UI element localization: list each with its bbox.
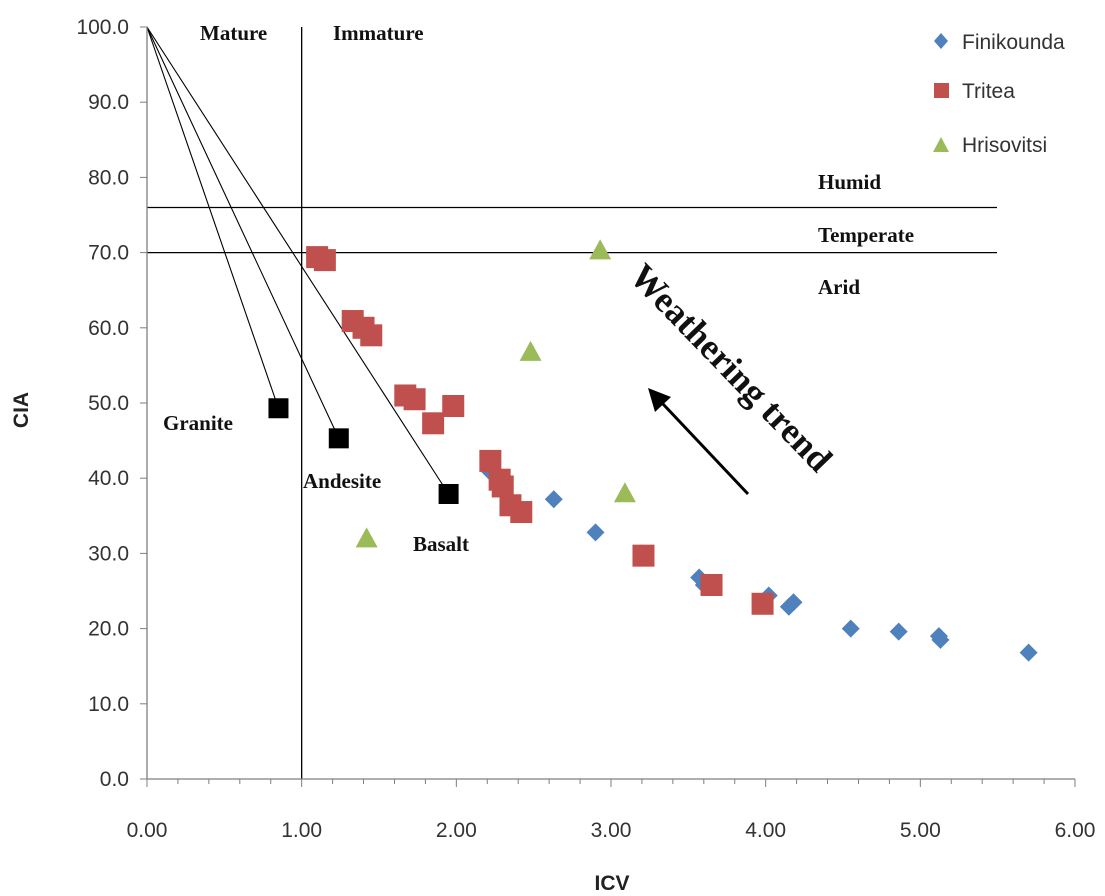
tritea-point: [491, 475, 514, 498]
weathering-trend-arrow: [648, 388, 750, 496]
hrisovitsi-point: [613, 482, 636, 503]
legend-square-icon: [934, 83, 949, 98]
y-tick-label: 90.0: [88, 91, 129, 114]
mixing-lines: [146, 26, 450, 495]
y-tick-label: 60.0: [88, 317, 129, 340]
tritea-point: [442, 395, 465, 418]
data-points: [306, 239, 1038, 662]
hrisovitsi-point: [519, 340, 542, 361]
tritea-point: [403, 388, 426, 411]
tritea-point: [751, 592, 774, 615]
x-tick-label: 5.00: [900, 819, 941, 842]
legend-triangle-icon: [933, 137, 949, 152]
mature-label: Mature: [200, 21, 267, 45]
tritea-point: [510, 501, 533, 524]
y-tick-label: 100.0: [76, 16, 129, 39]
arid-label: Arid: [818, 275, 860, 299]
humid-label: Humid: [818, 170, 881, 194]
tick-labels: 0.00 1.00 2.00 3.00 4.00 5.00 6.00 0.0 10.0 20.0 3…: [76, 16, 1095, 842]
y-tick-label: 10.0: [88, 693, 129, 716]
tritea-point: [360, 324, 383, 347]
legend-label-tritea: Tritea: [962, 80, 1015, 103]
finikounda-point: [784, 593, 803, 612]
tritea-point: [479, 449, 502, 472]
tritea-point: [632, 544, 655, 567]
rock-basalt-marker: [438, 483, 459, 504]
rock-markers: [268, 398, 459, 504]
finikounda-point: [841, 619, 860, 638]
andesite-label: Andesite: [303, 469, 381, 493]
weathering-trend-label: Weathering trend: [622, 256, 840, 480]
y-tick-label: 40.0: [88, 467, 129, 490]
axes: [140, 26, 1076, 787]
basalt-label: Basalt: [413, 532, 469, 556]
y-axis-title: CIA: [10, 392, 33, 428]
tritea-point: [700, 573, 723, 596]
granite-label: Granite: [163, 411, 233, 435]
legend-item-hrisovitsi: Hrisovitsi: [933, 134, 1047, 157]
legend: Finikounda Tritea Hrisovitsi: [933, 31, 1065, 157]
legend-label-hrisovitsi: Hrisovitsi: [962, 134, 1047, 157]
x-tick-label: 6.00: [1055, 819, 1096, 842]
tritea-point: [313, 249, 336, 272]
mixing-line: [146, 26, 279, 409]
y-tick-label: 20.0: [88, 618, 129, 641]
trend-arrow-head: [648, 388, 671, 412]
x-tick-label: 4.00: [745, 819, 786, 842]
finikounda-point: [931, 630, 950, 649]
tritea-point: [422, 412, 445, 435]
hrisovitsi-point: [355, 527, 378, 548]
y-tick-label: 70.0: [88, 242, 129, 265]
y-tick-label: 0.0: [100, 768, 129, 791]
rock-andesite-marker: [328, 428, 349, 449]
legend-item-tritea: Tritea: [934, 80, 1015, 103]
y-tick-label: 80.0: [88, 166, 129, 189]
x-tick-label: 1.00: [281, 819, 322, 842]
mixing-line: [146, 26, 340, 439]
x-axis-title: ICV: [594, 872, 629, 895]
legend-item-finikounda: Finikounda: [934, 31, 1065, 54]
reference-lines: [147, 27, 997, 779]
finikounda-point: [586, 523, 605, 542]
y-tick-label: 30.0: [88, 542, 129, 565]
mixing-line: [146, 26, 450, 495]
y-tick-label: 50.0: [88, 392, 129, 415]
hrisovitsi-point: [589, 239, 612, 260]
finikounda-point: [544, 490, 563, 509]
x-tick-label: 0.00: [127, 819, 168, 842]
immature-label: Immature: [333, 21, 424, 45]
x-tick-label: 2.00: [436, 819, 477, 842]
temperate-label: Temperate: [818, 223, 914, 247]
x-tick-label: 3.00: [591, 819, 632, 842]
legend-label-finikounda: Finikounda: [962, 31, 1065, 54]
rock-granite-marker: [268, 398, 289, 419]
finikounda-point: [1019, 643, 1038, 662]
trend-arrow-shaft: [661, 402, 750, 496]
legend-diamond-icon: [934, 33, 948, 49]
finikounda-point: [889, 622, 908, 641]
